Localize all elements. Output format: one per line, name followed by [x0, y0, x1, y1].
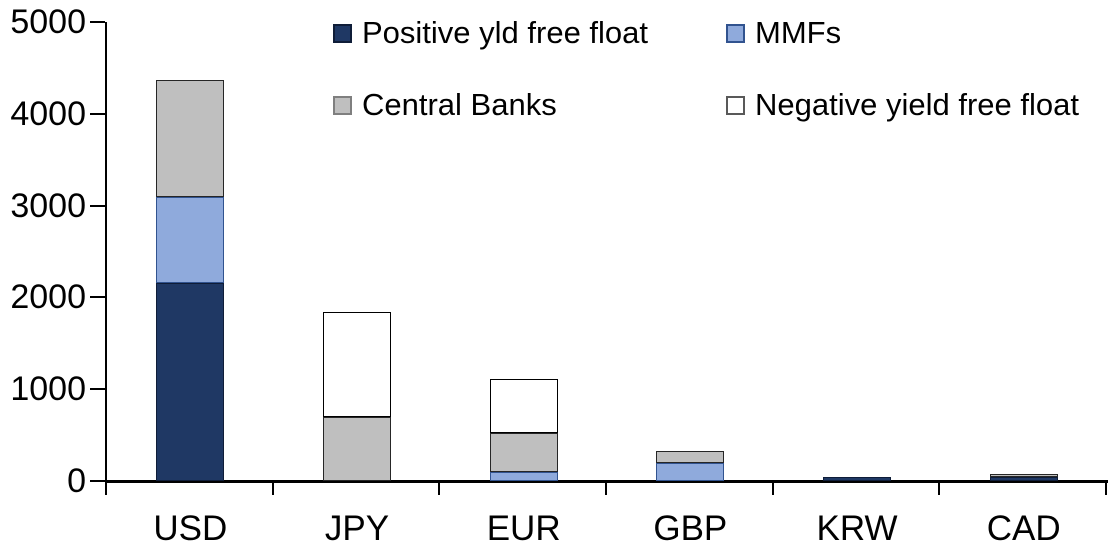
x-axis-tick [938, 481, 941, 495]
x-axis-tick [438, 481, 441, 495]
bar-segment [156, 79, 225, 198]
x-axis-category-label: JPY [324, 509, 390, 548]
x-axis-category-label: GBP [653, 509, 728, 548]
x-axis-category-label: KRW [816, 509, 898, 548]
mmfs-swatch-icon [726, 23, 745, 43]
legend-item-positive-yld-free-float: Positive yld free float [333, 13, 648, 53]
y-axis-tick [90, 204, 105, 207]
legend-label: Negative yield free float [755, 87, 1079, 122]
bar-segment [489, 432, 558, 472]
x-axis-tick [105, 481, 107, 495]
y-axis-tick [90, 480, 105, 482]
y-axis-line [105, 22, 107, 481]
y-axis-tick [90, 112, 105, 115]
bar-segment [323, 312, 391, 417]
x-axis-category-label: EUR [486, 509, 561, 548]
bar-segment [489, 471, 558, 481]
negative-yield-free-float-swatch-icon [726, 95, 745, 115]
bar-segment [989, 473, 1058, 478]
y-axis-tick-label: 0 [67, 462, 86, 500]
bar-segment [323, 416, 391, 481]
bar-segment [156, 282, 225, 481]
y-axis-tick [90, 21, 105, 23]
y-axis-tick-label: 5000 [10, 2, 86, 41]
y-axis-tick [90, 388, 105, 391]
legend-label: Central Banks [362, 87, 557, 122]
legend-item-central-banks: Central Banks [333, 85, 557, 125]
bar-segment [989, 477, 1058, 481]
x-axis-tick [605, 481, 607, 495]
bar-segment [656, 462, 725, 481]
legend-item-negative-yield-free-float: Negative yield free float [726, 85, 1079, 125]
bar-segment [823, 476, 891, 481]
y-axis-tick-label: 4000 [10, 94, 86, 133]
legend-label: Positive yld free float [362, 15, 649, 50]
x-axis-category-label: CAD [986, 509, 1061, 548]
y-axis-tick-label: 3000 [10, 186, 86, 225]
x-axis-tick [271, 481, 274, 495]
y-axis-tick [90, 296, 105, 299]
bar-segment [156, 197, 225, 283]
bar-segment [656, 451, 725, 463]
central-banks-swatch-icon [333, 95, 352, 115]
bar-segment [489, 379, 558, 433]
legend-item-mmfs: MMFs [726, 13, 841, 53]
y-axis-tick-label: 2000 [10, 278, 86, 317]
x-axis-category-label: USD [153, 509, 228, 548]
x-axis-tick [1105, 481, 1107, 495]
positive-yld-free-float-swatch-icon [333, 23, 352, 43]
x-axis-tick [771, 481, 774, 495]
y-axis-tick-label: 1000 [10, 370, 86, 409]
legend-label: MMFs [755, 15, 842, 50]
